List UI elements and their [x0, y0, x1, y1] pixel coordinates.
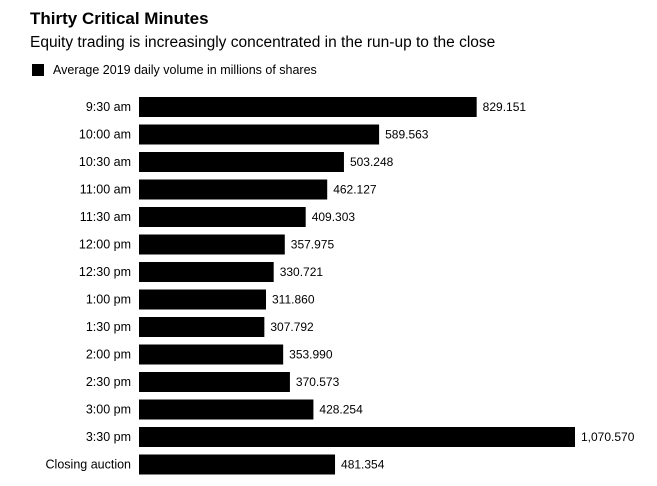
value-label: 589.563: [385, 128, 429, 142]
category-label: 11:30 am: [80, 210, 131, 224]
bar: [139, 427, 575, 447]
chart-title: Thirty Critical Minutes: [30, 9, 209, 28]
value-label: 307.792: [270, 320, 314, 334]
category-label: 10:00 am: [79, 128, 131, 142]
bar: [139, 152, 344, 172]
bar: [139, 317, 265, 337]
chart-subtitle: Equity trading is increasingly concentra…: [30, 34, 496, 51]
bar: [139, 262, 274, 282]
value-label: 353.990: [289, 348, 333, 362]
bar: [139, 124, 380, 145]
category-label: 3:00 pm: [86, 403, 131, 417]
category-label: 2:00 pm: [86, 348, 131, 362]
category-label: 11:00 am: [80, 183, 131, 197]
value-label: 428.254: [319, 403, 363, 417]
legend: Average 2019 daily volume in millions of…: [32, 61, 317, 79]
category-label: 1:30 pm: [86, 320, 131, 334]
value-label: 829.151: [483, 100, 527, 114]
bar: [139, 454, 336, 475]
legend-swatch: [32, 64, 44, 76]
value-label: 503.248: [350, 155, 394, 169]
bar: [139, 179, 328, 200]
bar: [139, 372, 290, 392]
value-label: 481.354: [341, 458, 385, 472]
legend-label: Average 2019 daily volume in millions of…: [53, 63, 317, 77]
category-label: 3:30 pm: [86, 430, 131, 444]
category-label: 1:00 pm: [86, 293, 131, 307]
category-label: 12:00 pm: [79, 238, 131, 252]
bar: [139, 289, 267, 310]
bar: [139, 399, 314, 420]
bar: [139, 344, 284, 365]
value-label: 311.860: [272, 293, 315, 307]
value-label: 1,070.570: [581, 430, 635, 444]
value-label: 409.303: [312, 210, 356, 224]
bar: [139, 234, 285, 255]
value-label: 357.975: [291, 238, 335, 252]
bar: [139, 207, 306, 227]
category-label: Closing auction: [46, 458, 132, 472]
bar: [139, 97, 477, 117]
value-label: 330.721: [280, 265, 324, 279]
category-label: 10:30 am: [79, 155, 131, 169]
value-label: 370.573: [296, 375, 340, 389]
category-label: 12:30 pm: [79, 265, 131, 279]
category-label: 9:30 am: [86, 100, 131, 114]
category-label: 2:30 pm: [86, 375, 131, 389]
value-label: 462.127: [333, 183, 377, 197]
